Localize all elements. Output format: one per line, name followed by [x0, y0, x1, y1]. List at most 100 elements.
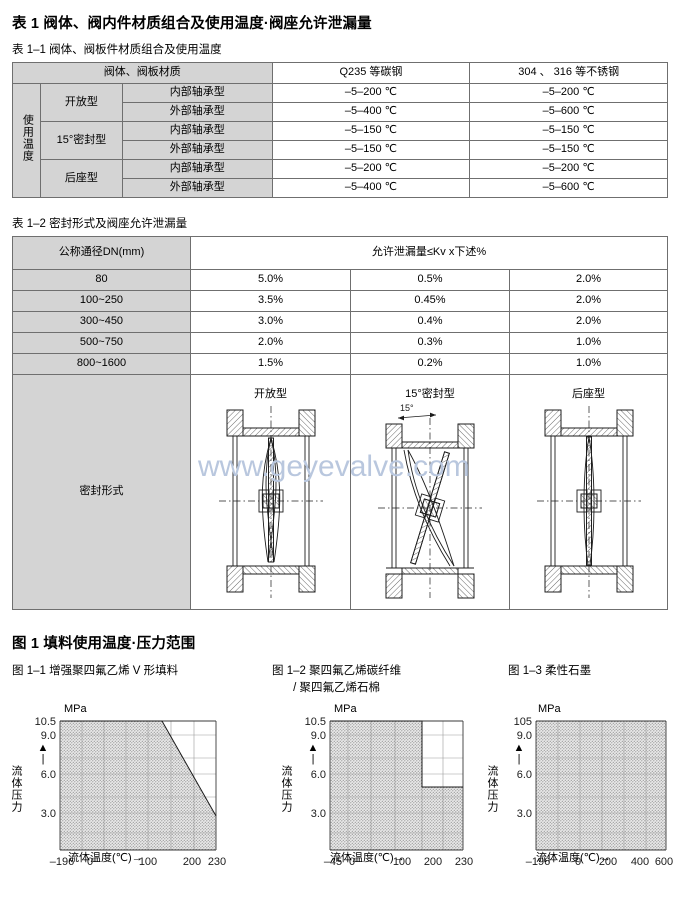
chart-1-3: MPa 105 9.0 6.0 3.0 — [486, 703, 678, 880]
td-type-backseat: 后座型 — [39, 159, 123, 198]
td-type-open: 开放型 — [39, 83, 123, 122]
td-stainless-value: –5–600 ℃ — [469, 102, 668, 122]
page-title: 表 1 阀体、阀内件材质组合及使用温度·阀座允许泄漏量 — [12, 16, 372, 32]
chart-1-2-boundary-line — [330, 720, 463, 788]
chart-1-2-plot: 10.5 9.0 6.0 3.0 — [305, 716, 474, 868]
td-leak-2: 0.45% — [350, 290, 510, 312]
chart-1-1: MPa 10.5 9.0 6.0 3.0 — [8, 703, 238, 880]
chart-1-1-xlabel: 流体温度(℃)→ — [68, 852, 143, 864]
td-dn: 100~250 — [12, 290, 191, 312]
figure-captions: 图 1–1 增强聚四氟乙烯 V 形填料 图 1–2 聚四氟乙烯碳纤维 / 聚四氟… — [0, 663, 680, 703]
td-diagram-backseat-type: 后座型 — [509, 374, 668, 610]
chart-1-1-unit: MPa — [64, 703, 87, 715]
td-stainless-value: –5–200 ℃ — [469, 83, 668, 103]
th-nominal-diameter: 公称通径DN(mm) — [12, 236, 191, 270]
xtick-label: 0 — [87, 856, 93, 868]
xtick-label: –196 — [526, 856, 550, 868]
ytick-label: 3.0 — [311, 808, 326, 820]
angle-note-label: 15° — [400, 403, 414, 413]
ytick-label: 9.0 — [517, 730, 532, 742]
xtick-label: 100 — [139, 856, 157, 868]
td-stainless-value: –5–200 ℃ — [469, 159, 668, 179]
td-carbon-value: –5–150 ℃ — [271, 140, 471, 160]
xtick-label: 230 — [455, 856, 473, 868]
chart-1-3-xlabel: 流体温度(℃)→ — [536, 852, 611, 864]
figure-1-1-caption: 图 1–1 增强聚四氟乙烯 V 形填料 — [12, 665, 179, 677]
td-leak-1: 1.5% — [190, 353, 351, 375]
xtick-label: –45 — [324, 856, 342, 868]
chart-1-1-shaded-region — [60, 721, 216, 850]
td-bearing: 内部轴承型 — [121, 159, 273, 179]
chart-1-2-unit: MPa — [334, 703, 357, 715]
table-row: 后座型 内部轴承型 –5–200 ℃ –5–200 ℃ — [13, 159, 668, 198]
th-leakage: 允许泄漏量≤Kv x下述% — [190, 236, 668, 270]
td-leak-1: 3.0% — [190, 311, 351, 333]
chart-1-3-shaded-region — [536, 721, 666, 850]
table-row: 800~1600 1.5% 0.2% 1.0% — [12, 353, 668, 375]
td-bearing: 外部轴承型 — [121, 178, 273, 198]
figure-1-2-caption: 图 1–2 聚四氟乙烯碳纤维 / 聚四氟乙烯石棉 — [272, 665, 402, 694]
td-bearing: 外部轴承型 — [121, 102, 273, 122]
td-leak-3: 2.0% — [509, 290, 668, 312]
td-diagram-open-type: 开放型 — [190, 374, 351, 610]
xtick-label: 200 — [599, 856, 617, 868]
td-leak-2: 0.5% — [350, 269, 510, 291]
ytick-label: 10.5 — [35, 716, 56, 728]
chart-1-1-boundary-line — [60, 720, 217, 817]
td-carbon-value: –5–200 ℃ — [271, 83, 471, 103]
ytick-label: 6.0 — [311, 769, 326, 781]
td-leak-2: 0.3% — [350, 332, 510, 354]
table-1-1: 阀体、阀板材质 Q235 等碳钢 304 、 316 等不锈钢 使用温度 开放型… — [12, 62, 668, 198]
figure-1-3-caption: 图 1–3 柔性石墨 — [508, 665, 592, 677]
xtick-label: 600 — [655, 856, 673, 868]
td-leak-3: 2.0% — [509, 311, 668, 333]
document-page: 表 1 阀体、阀内件材质组合及使用温度·阀座允许泄漏量 表 1–1 阀体、阀板件… — [0, 12, 680, 911]
xtick-label: 230 — [208, 856, 226, 868]
diagram-title: 15°密封型 — [405, 388, 455, 401]
table-row: 公称通径DN(mm) 允许泄漏量≤Kv x下述% — [12, 236, 668, 270]
td-seal-form-label: 密封形式 — [12, 374, 191, 610]
td-leak-1: 5.0% — [190, 269, 351, 291]
table-1-2: 公称通径DN(mm) 允许泄漏量≤Kv x下述% 80 5.0% 0.5% 2.… — [12, 236, 668, 610]
xtick-label: 100 — [393, 856, 411, 868]
td-carbon-value: –5–150 ℃ — [271, 121, 471, 141]
td-bearing: 外部轴承型 — [121, 140, 273, 160]
td-stainless-value: –5–150 ℃ — [469, 121, 668, 141]
td-dn: 300~450 — [12, 311, 191, 333]
table-row-diagrams: 密封形式 开放型 — [12, 374, 668, 610]
td-dn: 800~1600 — [12, 353, 191, 375]
td-carbon-value: –5–400 ℃ — [271, 178, 471, 198]
td-carbon-value: –5–400 ℃ — [271, 102, 471, 122]
xtick-label: 200 — [424, 856, 442, 868]
td-leak-3: 1.0% — [509, 332, 668, 354]
table-row: 15°密封型 内部轴承型 –5–150 ℃ –5–150 ℃ — [13, 121, 668, 160]
ytick-label: 9.0 — [41, 730, 56, 742]
td-leak-2: 0.4% — [350, 311, 510, 333]
valve-backseat-type-icon — [536, 405, 641, 598]
td-leak-1: 3.5% — [190, 290, 351, 312]
th-stainless-steel: 304 、 316 等不锈钢 — [469, 62, 668, 84]
table-row: 阀体、阀板材质 Q235 等碳钢 304 、 316 等不锈钢 — [12, 62, 668, 84]
ytick-label: 3.0 — [41, 808, 56, 820]
ytick-label: 9.0 — [311, 730, 326, 742]
td-diagram-sealed-type: 15°密封型 15° — [350, 374, 510, 610]
ytick-label: 6.0 — [41, 769, 56, 781]
table-row: 外部轴承型 –5–400 ℃ –5–600 ℃ — [13, 178, 668, 198]
table-1-2-caption: 表 1–2 密封形式及阀座允许泄漏量 — [12, 218, 188, 230]
table-row: 100~250 3.5% 0.45% 2.0% — [12, 290, 668, 312]
td-stainless-value: –5–150 ℃ — [469, 140, 668, 160]
chart-1-1-ylabel-group: ▲ | 流体压力 — [10, 742, 49, 814]
ytick-label: 6.0 — [517, 769, 532, 781]
td-bearing: 内部轴承型 — [121, 83, 273, 103]
charts-row: MPa 10.5 9.0 6.0 3.0 — [0, 703, 680, 893]
td-bearing: 内部轴承型 — [121, 121, 273, 141]
td-type-sealed: 15°密封型 — [39, 121, 123, 160]
valve-open-type-icon — [218, 405, 323, 598]
chart-1-3-unit: MPa — [538, 703, 561, 715]
xtick-label: 400 — [631, 856, 649, 868]
chart-1-3-ylabel-group: ▲ | 流体压力 — [486, 742, 525, 814]
table-row: 500~750 2.0% 0.3% 1.0% — [12, 332, 668, 354]
xtick-label: –196 — [50, 856, 74, 868]
td-leak-1: 2.0% — [190, 332, 351, 354]
xtick-label: 200 — [183, 856, 201, 868]
